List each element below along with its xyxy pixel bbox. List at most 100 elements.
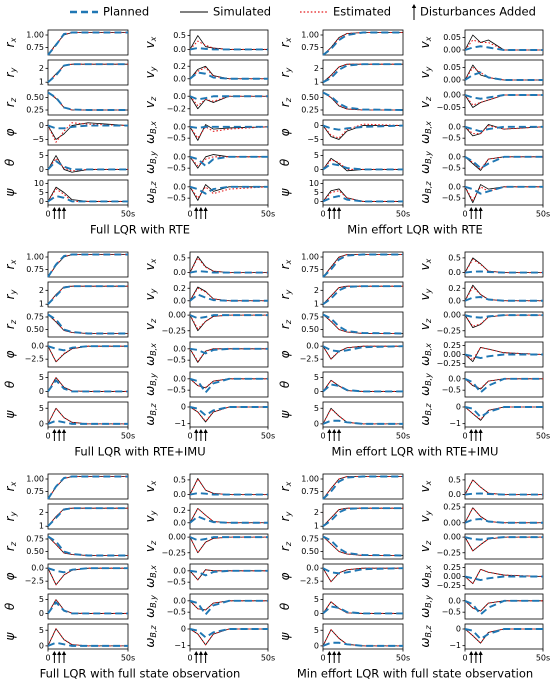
y-tick-label: 0.75 — [26, 487, 44, 496]
y-label-symbol: v — [143, 292, 157, 300]
series-line — [47, 195, 128, 203]
y-label-symbol: ω — [418, 638, 432, 648]
series-line — [464, 507, 543, 524]
series-line — [322, 314, 403, 335]
y-label-subscript: z — [284, 319, 293, 325]
y-label-symbol: ω — [143, 356, 157, 366]
arrow-head — [52, 207, 57, 211]
y-axis-label: θ — [278, 602, 292, 610]
y-tick-label: 2 — [39, 64, 44, 73]
series-line — [464, 479, 543, 495]
y-axis-label: rz — [3, 541, 18, 551]
series-line — [464, 45, 543, 51]
y-label-subscript: y — [149, 510, 158, 516]
axes-frame — [47, 503, 129, 530]
axes-frame — [189, 371, 269, 398]
series-line — [47, 160, 128, 171]
y-label-symbol: ω — [143, 608, 157, 618]
axes-frame — [47, 371, 129, 398]
series-line — [322, 124, 404, 131]
y-tick-label: 0.0 — [173, 490, 186, 499]
y-label-subscript: x — [149, 36, 158, 42]
series-line — [464, 270, 543, 274]
series-line — [189, 185, 268, 195]
axes-frame — [464, 473, 544, 500]
arrow-head — [198, 207, 204, 211]
axes-frame — [47, 89, 129, 116]
arrow-head — [332, 429, 337, 433]
y-tick-label: 0.0 — [448, 490, 461, 499]
y-tick-label: 0 — [39, 609, 44, 618]
series-line — [464, 492, 543, 496]
arrow-head — [473, 651, 479, 655]
y-tick-label: 0.0 — [448, 152, 461, 161]
series-line — [47, 253, 128, 278]
y-axis-label: vx — [143, 36, 158, 48]
y-axis-label: rx — [278, 481, 293, 491]
y-axis-label: vz — [418, 540, 433, 552]
arrow-head — [469, 651, 474, 655]
x-tick-label: 0 — [462, 210, 467, 219]
y-tick-label: −0.5 — [167, 608, 186, 617]
arrow-head — [57, 429, 62, 433]
series-line — [47, 567, 128, 574]
series-line — [322, 536, 403, 556]
series-line — [189, 47, 268, 51]
series-line — [47, 285, 128, 305]
series-line — [322, 408, 403, 425]
y-axis-label: ωB,z — [143, 181, 158, 204]
series-line — [322, 567, 403, 583]
y-tick-label: 5 — [314, 595, 319, 604]
axes-frame — [47, 473, 129, 500]
y-label-subscript: z — [149, 96, 158, 102]
series-line — [322, 383, 403, 393]
y-tick-label: −0.5 — [167, 194, 186, 203]
series-line — [464, 64, 543, 81]
axes-frame — [189, 623, 269, 650]
axes-frame — [189, 401, 269, 428]
y-label-subscript: B,z — [149, 181, 158, 194]
y-tick-label: −0.5 — [167, 356, 186, 365]
y-label-subscript: B,x — [424, 343, 433, 356]
series-line — [47, 254, 128, 278]
axes-frame — [464, 533, 544, 560]
y-label-subscript: z — [9, 541, 18, 547]
series-line — [322, 345, 403, 360]
axes-frame — [47, 401, 129, 428]
series-line — [189, 406, 268, 417]
x-tick-label: 50s — [121, 210, 135, 219]
y-label-symbol: θ — [278, 380, 292, 388]
series-line — [47, 379, 128, 393]
y-tick-label: −0.5 — [167, 386, 186, 395]
series-line — [189, 126, 269, 139]
x-tick-label: 0 — [45, 210, 50, 219]
series-line — [322, 567, 404, 575]
y-axis-label: vx — [143, 258, 158, 270]
y-label-symbol: ψ — [3, 187, 17, 196]
series-line — [47, 188, 128, 202]
axes-frame — [189, 59, 269, 86]
series-line — [47, 285, 128, 305]
axes-frame — [322, 89, 404, 116]
series-line — [322, 535, 404, 557]
series-line — [47, 63, 128, 83]
y-axis-label: vy — [143, 66, 158, 78]
y-tick-label: 0 — [181, 403, 186, 412]
y-label-symbol: φ — [278, 572, 292, 580]
y-tick-label: 0.0 — [448, 122, 461, 131]
arrow-head — [478, 651, 483, 655]
y-label-subscript: y — [9, 289, 18, 295]
y-label-subscript: z — [149, 540, 158, 546]
y-label-subscript: z — [424, 540, 433, 546]
y-tick-label: 0.2 — [173, 62, 186, 71]
x-tick-label: 50s — [536, 654, 550, 663]
axes-frame — [189, 563, 269, 590]
series-line — [47, 124, 128, 130]
y-axis-label: ωB,z — [418, 181, 433, 204]
y-label-subscript: x — [149, 480, 158, 486]
y-axis-label: vy — [143, 288, 158, 300]
series-line — [322, 567, 403, 583]
axes-frame — [322, 503, 404, 530]
y-axis-label: θ — [3, 602, 17, 610]
